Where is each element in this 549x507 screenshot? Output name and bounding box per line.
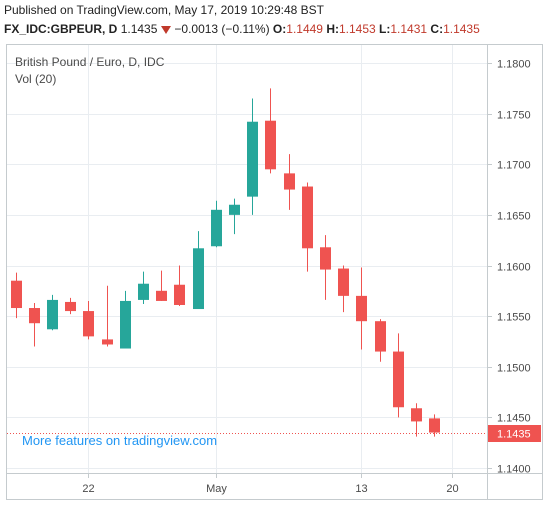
change-value: −0.0013 (−0.11%) <box>174 22 270 36</box>
symbol-title: British Pound / Euro, D, IDC <box>15 55 165 69</box>
candle-body <box>156 290 167 301</box>
open-label: O: <box>272 22 287 36</box>
price-axis: 1.1800 1.1750 1.1700 1.1650 1.1600 1.1550 1.15… <box>487 59 531 476</box>
candle-body <box>247 121 258 197</box>
candle-up <box>138 271 149 304</box>
candle-body <box>65 301 76 312</box>
candle-up <box>193 231 204 310</box>
candle-up <box>229 198 240 235</box>
price-tick-label: 1.1650 <box>497 211 531 223</box>
candle-up <box>211 200 222 248</box>
time-tick-label: 20 <box>446 483 458 495</box>
open-value: 1.1449 <box>286 22 323 36</box>
candle-down <box>429 414 440 437</box>
candle-body <box>338 268 349 296</box>
candle-down <box>174 265 185 306</box>
price-tick-label: 1.1400 <box>497 464 531 476</box>
close-value: 1.1435 <box>443 22 480 36</box>
candle-body <box>29 308 40 324</box>
candle-body <box>211 209 222 247</box>
candle-down <box>102 285 113 347</box>
high-label: H: <box>326 22 339 36</box>
candle-down <box>338 265 349 313</box>
low-value: 1.1431 <box>390 22 428 36</box>
candle-up <box>247 98 258 215</box>
time-tick-label: 13 <box>355 483 367 495</box>
candle-down <box>284 154 295 210</box>
candle-body <box>193 248 204 310</box>
price-tick-label: 1.1450 <box>497 413 531 425</box>
published-line: Published on TradingView.com, May 17, 20… <box>4 3 324 17</box>
candle-down <box>375 319 386 362</box>
candle-body <box>120 300 131 349</box>
high-value: 1.1453 <box>338 22 376 36</box>
price-tick-label: 1.1600 <box>497 262 531 274</box>
candle-down <box>320 235 331 300</box>
candle-body <box>393 351 404 408</box>
time-tick-label: 22 <box>82 483 94 495</box>
candle-down <box>302 182 313 272</box>
last-price-tag: 1.1435 <box>488 425 541 442</box>
price-tick-label: 1.1800 <box>497 59 531 71</box>
volume-label: Vol (20) <box>15 72 56 86</box>
candle-down <box>411 403 422 437</box>
candle-body <box>356 295 367 322</box>
ohlc-line: FX_IDC:GBPEUR, D 1.1435 −0.0013 (−0.11%) … <box>4 22 480 36</box>
price-tick-label: 1.1700 <box>497 160 531 172</box>
candle-body <box>138 283 149 300</box>
price-tick-label: 1.1750 <box>497 110 531 122</box>
price-tick-label: 1.1500 <box>497 363 531 375</box>
time-tick-label: May <box>206 483 227 495</box>
candle-body <box>411 408 422 422</box>
candle-up <box>47 294 58 331</box>
candle-body <box>229 204 240 215</box>
candle-body <box>284 173 295 190</box>
time-axis: 22 May 13 20 <box>82 473 459 495</box>
candle-down <box>65 297 76 315</box>
candle-up <box>120 290 131 349</box>
low-label: L: <box>379 22 391 36</box>
last-price-value: 1.1435 <box>120 22 158 36</box>
candle-down <box>11 272 22 319</box>
candle-body <box>429 418 440 433</box>
candle-down <box>156 270 167 301</box>
candle-body <box>375 321 386 352</box>
last-price-tag-text: 1.1435 <box>497 429 531 441</box>
candle-body <box>102 339 113 345</box>
grid-lines <box>7 45 487 473</box>
candle-body <box>11 280 22 309</box>
candle-body <box>302 186 313 249</box>
candle-body <box>83 311 94 337</box>
price-tick-label: 1.1550 <box>497 312 531 324</box>
close-label: C: <box>430 22 444 36</box>
published-text: Published on TradingView.com, May 17, 20… <box>4 3 324 17</box>
down-arrow-icon <box>161 25 172 34</box>
candle-down <box>356 267 367 350</box>
candle-down <box>265 88 276 174</box>
candle-body <box>47 299 58 330</box>
candle-body <box>174 284 185 305</box>
candle-body <box>265 120 276 170</box>
candle-down <box>29 302 40 347</box>
candle-body <box>320 247 331 270</box>
tradingview-promo-link[interactable]: More features on tradingview.com <box>22 433 217 448</box>
candle-down <box>83 300 94 340</box>
plot-frame <box>6 44 543 500</box>
symbol-label: FX_IDC:GBPEUR, D <box>4 22 118 36</box>
candlestick-series <box>11 88 440 437</box>
candle-down <box>393 333 404 418</box>
